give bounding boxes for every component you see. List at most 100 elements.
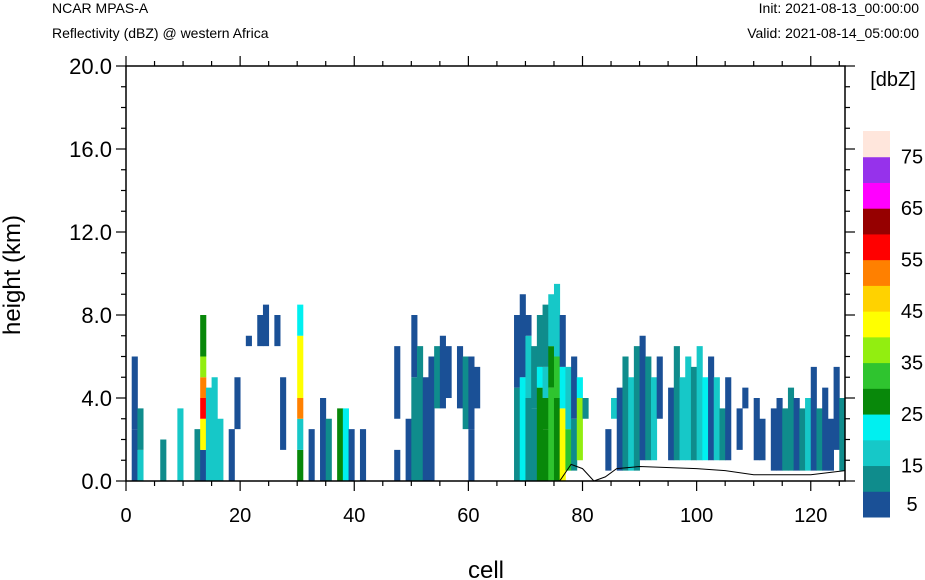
reflectivity-cell <box>685 356 692 461</box>
reflectivity-cell <box>576 398 583 461</box>
reflectivity-cell <box>679 377 686 461</box>
reflectivity-cell <box>531 346 538 409</box>
reflectivity-cell <box>325 418 332 481</box>
colorbar-label: 15 <box>901 456 923 478</box>
colorbar-swatch <box>863 156 890 183</box>
plot-cells <box>131 283 846 482</box>
reflectivity-cell <box>160 439 167 481</box>
colorbar-swatch <box>863 131 890 158</box>
reflectivity-cell <box>514 315 521 388</box>
reflectivity-cell <box>474 366 481 409</box>
reflectivity-cell <box>822 387 829 471</box>
reflectivity-cell <box>759 418 766 461</box>
reflectivity-cell <box>200 315 207 357</box>
x-axis: 0 20 40 60 80 100 120 <box>120 56 840 527</box>
reflectivity-cell <box>753 398 760 461</box>
reflectivity-cell <box>525 335 532 398</box>
colorbar-label: 75 <box>901 147 923 169</box>
colorbar-unit-label: [dbZ] <box>870 69 916 91</box>
reflectivity-cell <box>405 418 412 481</box>
reflectivity-cell <box>217 418 224 481</box>
reflectivity-cell <box>668 387 675 461</box>
reflectivity-cell <box>200 418 207 450</box>
reflectivity-cell <box>274 315 281 347</box>
reflectivity-cell <box>297 449 304 482</box>
reflectivity-cell <box>200 449 207 482</box>
reflectivity-cell <box>542 304 549 367</box>
colorbar-swatch <box>863 182 890 209</box>
reflectivity-cell <box>571 356 578 419</box>
reflectivity-cell <box>639 335 646 461</box>
reflectivity-cell <box>297 335 304 398</box>
reflectivity-cell <box>468 429 475 482</box>
x-axis-label: cell <box>468 557 504 580</box>
reflectivity-cell <box>525 398 532 481</box>
reflectivity-cell <box>439 335 446 409</box>
reflectivity-cell <box>394 449 401 482</box>
reflectivity-cell <box>565 429 572 471</box>
y-tick-label: 8.0 <box>81 303 112 328</box>
reflectivity-cell <box>673 346 680 461</box>
colorbar-label: 25 <box>901 404 923 426</box>
reflectivity-cell <box>787 387 795 471</box>
reflectivity-cell <box>571 418 578 471</box>
reflectivity-cell <box>525 315 532 336</box>
reflectivity-cell <box>611 398 618 419</box>
reflectivity-cell <box>417 346 424 482</box>
reflectivity-cell <box>348 429 355 482</box>
reflectivity-cell <box>536 387 543 440</box>
colorbar-swatch <box>863 336 890 364</box>
reflectivity-cell <box>582 398 589 419</box>
reflectivity-cell <box>553 356 561 398</box>
valid-time: Valid: 2021-08-14_05:00:00 <box>747 25 919 41</box>
x-tick-label: 0 <box>120 505 131 527</box>
reflectivity-cell <box>359 429 367 482</box>
reflectivity-cell <box>245 335 252 347</box>
y-tick-label: 20.0 <box>69 54 112 79</box>
reflectivity-cell <box>234 377 241 430</box>
reflectivity-cell <box>713 377 720 461</box>
reflectivity-cell <box>411 377 418 481</box>
reflectivity-cell <box>650 377 658 461</box>
field-title: Reflectivity (dBZ) @ western Africa <box>52 25 269 41</box>
reflectivity-cell <box>262 304 270 347</box>
reflectivity-cell <box>553 398 561 481</box>
colorbar-swatch <box>863 491 890 518</box>
colorbar-label: 5 <box>906 494 917 516</box>
reflectivity-cell <box>200 356 207 378</box>
reflectivity-cell <box>559 366 566 409</box>
reflectivity-cell <box>308 429 315 482</box>
reflectivity-cell <box>211 377 218 481</box>
reflectivity-cell <box>394 346 401 419</box>
reflectivity-cell <box>531 408 538 482</box>
reflectivity-cell <box>553 283 561 357</box>
x-tick-label: 20 <box>229 505 251 527</box>
colorbar-swatch <box>863 259 890 286</box>
reflectivity-cell <box>810 366 817 471</box>
reflectivity-cell <box>337 408 344 482</box>
init-time: Init: 2021-08-13_00:00:00 <box>758 0 919 16</box>
reflectivity-cell <box>297 418 304 450</box>
reflectivity-cell <box>548 294 555 347</box>
reflectivity-cell <box>719 408 726 461</box>
reflectivity-cell <box>137 449 144 482</box>
colorbar-swatch <box>863 414 890 441</box>
reflectivity-cell <box>422 377 429 481</box>
reflectivity-cell <box>548 346 555 388</box>
reflectivity-cell <box>177 408 184 482</box>
colorbar-label: 65 <box>901 198 923 220</box>
x-tick-label: 100 <box>680 505 713 527</box>
reflectivity-cell <box>708 356 715 461</box>
colorbar: 5 15 25 35 45 55 65 75 <box>863 131 923 518</box>
y-axis-label: height (km) <box>0 215 26 335</box>
reflectivity-cell <box>200 377 207 398</box>
terrain-line <box>559 463 846 482</box>
reflectivity-cell <box>799 408 806 471</box>
colorbar-label: 55 <box>901 250 923 272</box>
reflectivity-cell <box>622 356 629 471</box>
reflectivity-cell <box>805 398 812 471</box>
reflectivity-cell <box>342 408 349 482</box>
reflectivity-cell <box>462 356 469 430</box>
reflectivity-cell <box>690 366 698 461</box>
